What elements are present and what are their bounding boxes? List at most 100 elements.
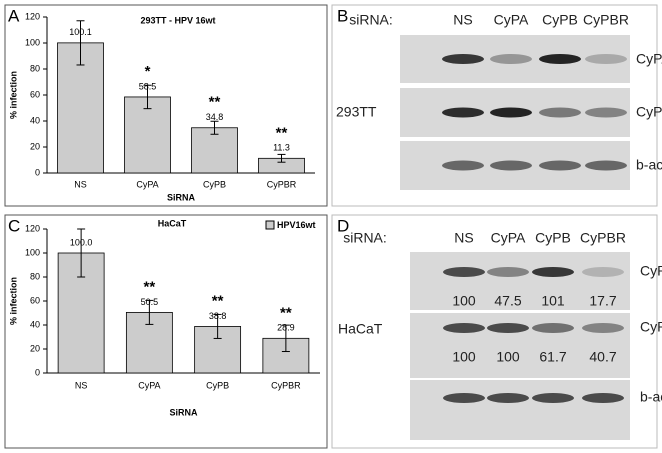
lane-label: CyPBR — [583, 12, 629, 28]
legend-label: HPV16wt — [277, 220, 316, 230]
significance-marker: ** — [280, 304, 292, 321]
significance-marker: * — [145, 63, 151, 80]
x-tick-label: CyPBR — [267, 179, 297, 189]
significance-marker: ** — [209, 94, 221, 111]
x-axis-label: SiRNA — [169, 407, 198, 417]
value-label: 11.3 — [273, 143, 290, 153]
x-tick-label: CyPA — [138, 380, 160, 390]
y-tick-label: 0 — [35, 367, 40, 377]
lane-label: NS — [453, 12, 472, 28]
blot-band — [539, 107, 581, 118]
panel-label: C — [8, 216, 20, 235]
lane-label: NS — [454, 230, 473, 246]
blot-band — [487, 323, 529, 333]
value-label: 100.0 — [70, 237, 93, 247]
cell-line-label: 293TT — [336, 104, 377, 120]
blot-band — [582, 267, 624, 277]
cell-line-label: HaCaT — [338, 321, 383, 337]
band-label: CyPA — [636, 51, 662, 67]
band-label: CyPA — [640, 263, 662, 279]
panel-label: B — [337, 6, 348, 25]
x-tick-label: NS — [74, 179, 87, 189]
blot-band — [487, 393, 529, 403]
panel-label: A — [8, 6, 20, 25]
band-label: b-actin — [636, 157, 662, 173]
blot-band — [582, 393, 624, 403]
y-tick-label: 100 — [25, 37, 40, 47]
y-axis-label: % infection — [8, 71, 18, 119]
band-label: CyPB — [636, 104, 662, 120]
blot-band — [443, 393, 485, 403]
blot-band — [532, 267, 574, 277]
blot-band — [487, 267, 529, 277]
y-tick-label: 0 — [35, 167, 40, 177]
blot-header: siRNA: — [349, 12, 393, 28]
legend-swatch — [265, 220, 275, 230]
chart-title: HaCaT — [158, 218, 187, 228]
x-tick-label: CyPB — [206, 380, 229, 390]
value-label: 100.1 — [69, 27, 92, 37]
lane-label: CyPB — [535, 230, 571, 246]
blot-band — [539, 160, 581, 171]
blot-image — [410, 313, 630, 378]
quantification-value: 61.7 — [539, 349, 566, 365]
chart-title: 293TT - HPV 16wt — [140, 15, 215, 25]
y-tick-label: 40 — [30, 319, 40, 329]
x-tick-label: CyPA — [136, 179, 158, 189]
blot-band — [442, 107, 484, 118]
blot-band — [585, 107, 627, 118]
y-tick-label: 60 — [30, 295, 40, 305]
value-label: 34.8 — [206, 112, 224, 122]
blot-band — [442, 54, 484, 64]
blot-header: siRNA: — [343, 230, 387, 246]
y-tick-label: 100 — [25, 247, 40, 257]
blot-band — [490, 160, 532, 171]
value-label: 58.5 — [139, 81, 157, 91]
quantification-value: 100 — [452, 349, 476, 365]
lane-label: CyPA — [491, 230, 526, 246]
blot-image — [410, 252, 630, 310]
blot-band — [532, 323, 574, 333]
y-axis-label: % infection — [8, 277, 18, 325]
significance-marker: ** — [144, 278, 156, 295]
x-tick-label: CyPB — [203, 179, 226, 189]
bar — [124, 96, 171, 174]
lane-label: CyPBR — [580, 230, 626, 246]
quantification-value: 47.5 — [494, 293, 521, 309]
blot-band — [490, 107, 532, 118]
significance-marker: ** — [212, 292, 224, 309]
y-tick-label: 20 — [30, 141, 40, 151]
bar — [191, 127, 238, 174]
lane-label: CyPA — [494, 12, 529, 28]
blot-band — [585, 54, 627, 64]
quantification-value: 40.7 — [589, 349, 616, 365]
band-label: CyPB — [640, 319, 662, 335]
blot-image — [400, 35, 630, 83]
quantification-value: 101 — [541, 293, 565, 309]
blot-band — [443, 267, 485, 277]
blot-band — [539, 54, 581, 64]
value-label: 38.8 — [209, 311, 227, 321]
quantification-value: 100 — [452, 293, 476, 309]
blot-image — [410, 380, 630, 440]
band-label: b-actin — [640, 389, 662, 405]
x-axis-label: SiRNA — [167, 192, 196, 202]
x-tick-label: CyPBR — [271, 380, 301, 390]
x-tick-label: NS — [75, 380, 88, 390]
panel-label: D — [337, 216, 349, 235]
blot-band — [443, 323, 485, 333]
significance-marker: ** — [276, 124, 288, 141]
quantification-value: 17.7 — [589, 293, 616, 309]
quantification-value: 100 — [496, 349, 520, 365]
y-tick-label: 20 — [30, 343, 40, 353]
y-tick-label: 40 — [30, 115, 40, 125]
lane-label: CyPB — [542, 12, 578, 28]
blot-band — [582, 323, 624, 333]
y-tick-label: 80 — [30, 63, 40, 73]
y-tick-label: 60 — [30, 89, 40, 99]
blot-band — [442, 160, 484, 171]
y-tick-label: 80 — [30, 271, 40, 281]
blot-band — [532, 393, 574, 403]
value-label: 50.5 — [141, 297, 159, 307]
